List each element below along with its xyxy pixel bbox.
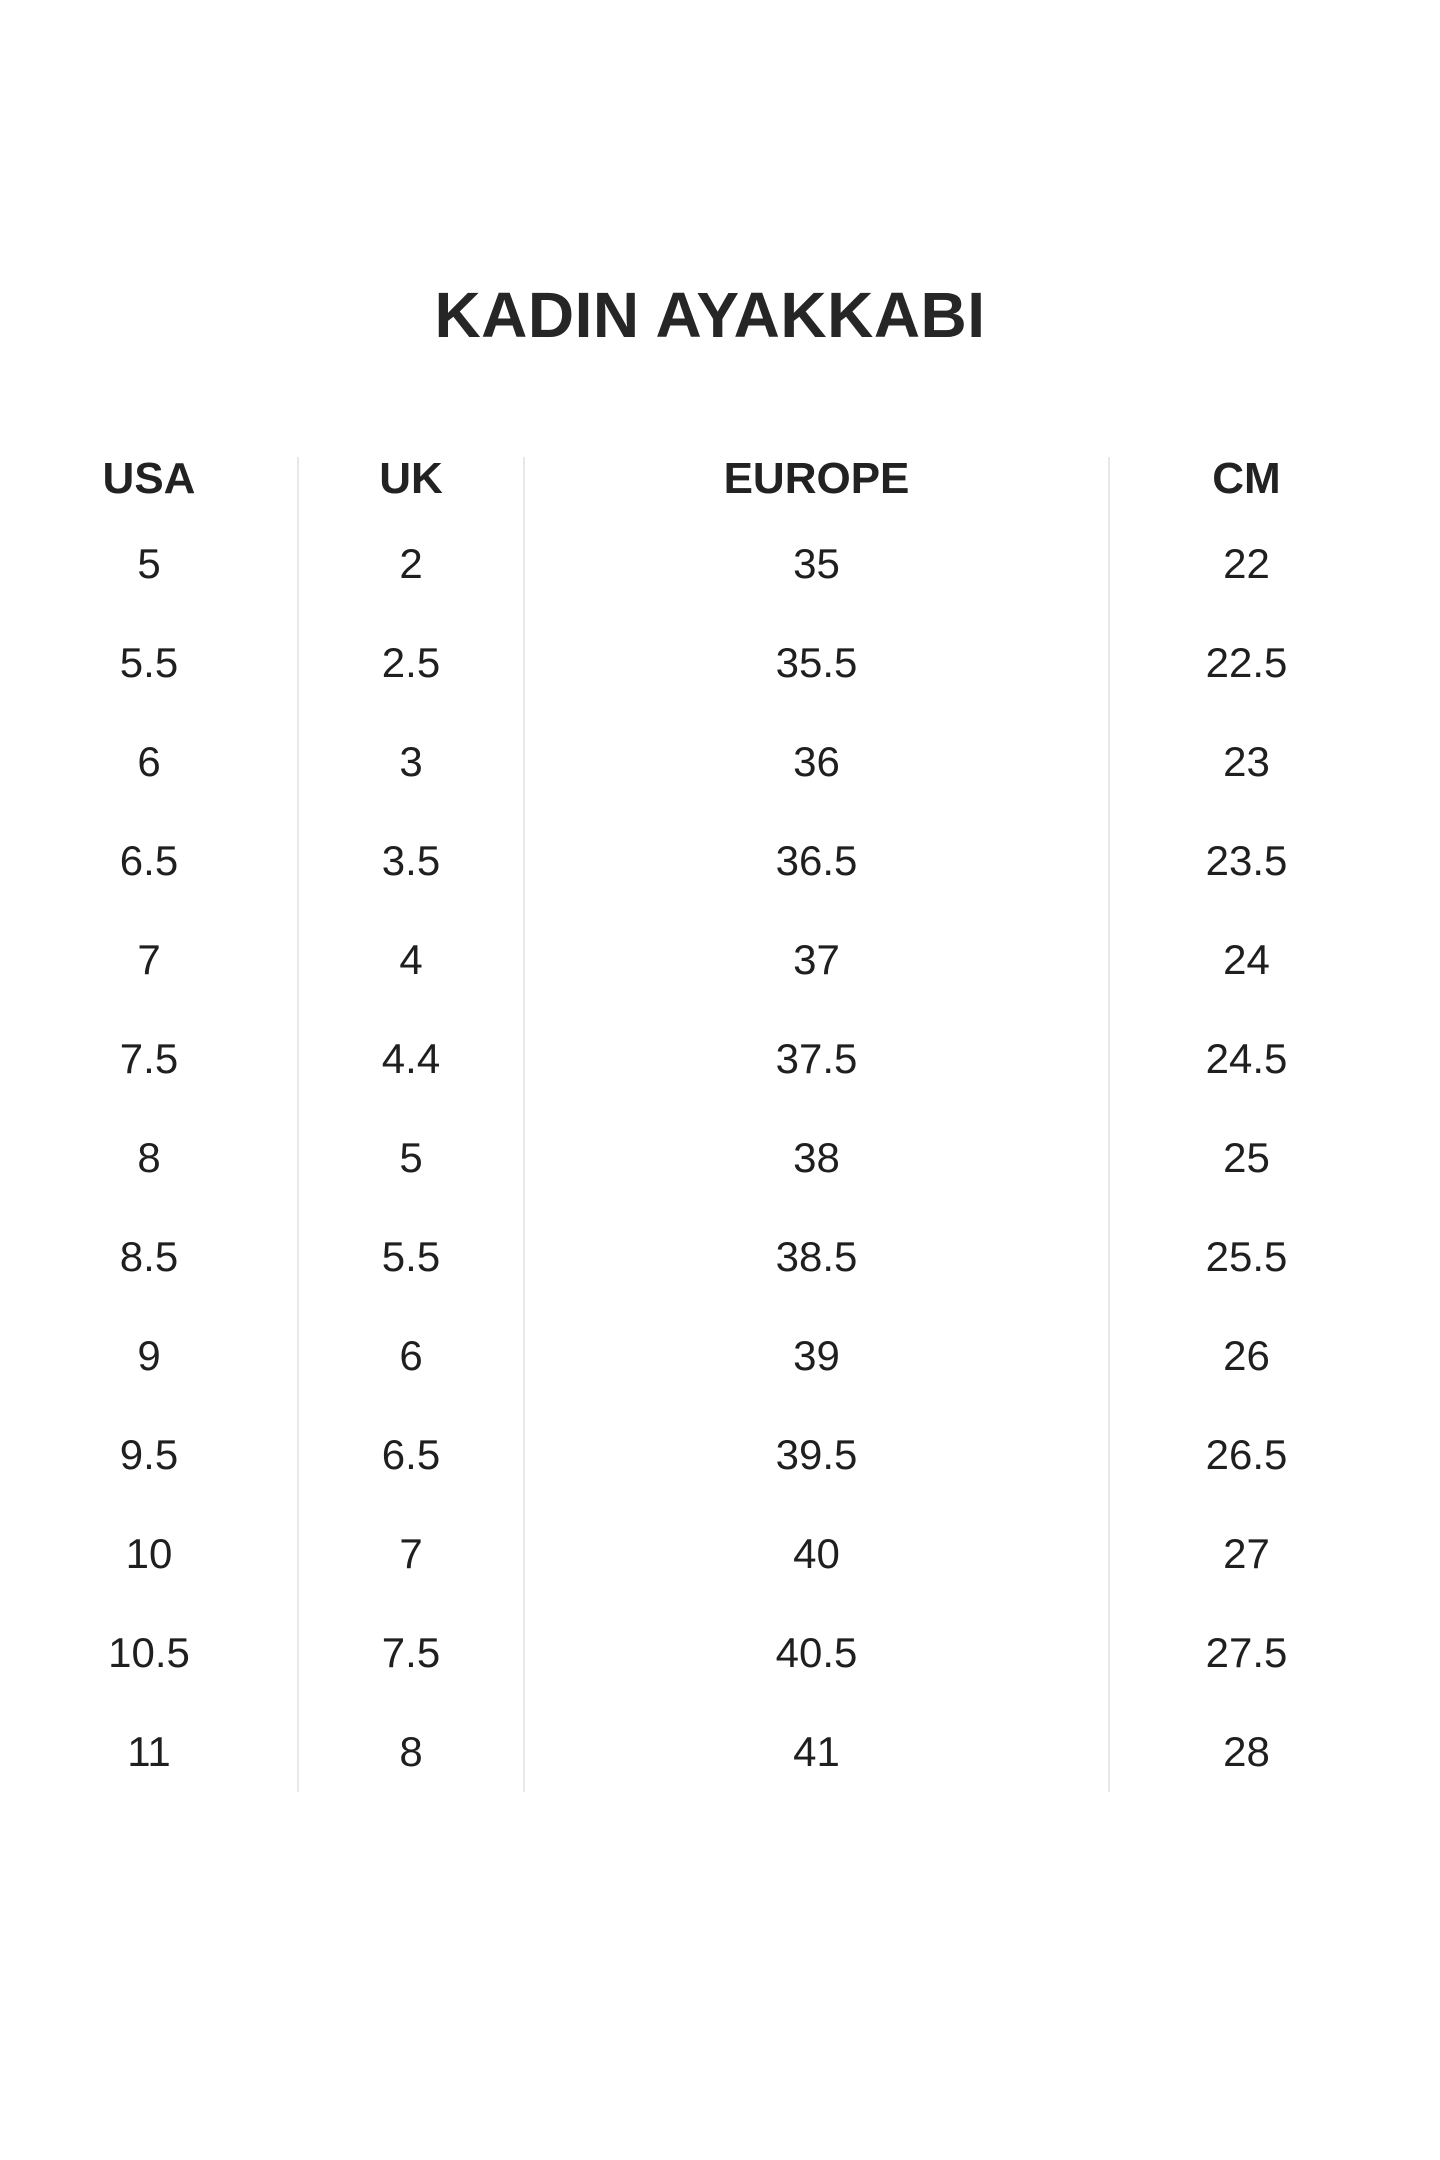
table-cell: 38: [793, 1133, 840, 1181]
table-cell: 9.5: [119, 1430, 179, 1478]
table-cell: 6: [137, 737, 161, 785]
table-cell: 39.5: [775, 1430, 858, 1478]
table-cell: 26.5: [1205, 1430, 1288, 1478]
column-divider: [523, 457, 525, 1792]
table-cell: 6: [399, 1331, 423, 1379]
column-divider: [297, 457, 299, 1792]
table-cell: 27.5: [1205, 1628, 1288, 1676]
table-cell: 35.5: [775, 638, 858, 686]
table-cell: 9: [137, 1331, 161, 1379]
table-cell: 22: [1223, 539, 1270, 587]
table-cell: 10: [125, 1529, 173, 1577]
table-cell: 24.5: [1205, 1034, 1288, 1082]
column-header-uk: UK: [379, 454, 443, 503]
table-cell: 37.5: [775, 1034, 858, 1082]
table-cell: 6.5: [119, 836, 179, 884]
table-cell: 3: [399, 737, 423, 785]
column-header-cm: CM: [1212, 454, 1281, 503]
table-cell: 5.5: [381, 1232, 441, 1280]
column-header-europe: EUROPE: [723, 454, 910, 503]
size-table: USA UK EUROPE CM 5 2 35 22 5.5 2.5 35.5 …: [0, 444, 1384, 1801]
table-cell: 27: [1223, 1529, 1270, 1577]
table-cell: 40: [793, 1529, 840, 1577]
table-cell: 23: [1223, 737, 1270, 785]
table-cell: 4: [399, 935, 423, 983]
table-cell: 5: [399, 1133, 423, 1181]
table-cell: 5.5: [119, 638, 179, 686]
table-cell: 28: [1223, 1727, 1270, 1775]
table-cell: 7.5: [119, 1034, 179, 1082]
table-cell: 22.5: [1205, 638, 1288, 686]
column-header-usa: USA: [102, 454, 196, 503]
table-cell: 38.5: [775, 1232, 858, 1280]
table-cell: 3.5: [381, 836, 441, 884]
table-cell: 10.5: [108, 1628, 190, 1676]
table-cell: 5: [137, 539, 161, 587]
table-cell: 8.5: [119, 1232, 179, 1280]
table-cell: 7: [137, 935, 161, 983]
table-cell: 24: [1223, 935, 1270, 983]
table-cell: 36.5: [775, 836, 858, 884]
table-cell: 7.5: [381, 1628, 441, 1676]
table-cell: 4.4: [381, 1034, 441, 1082]
table-cell: 23.5: [1205, 836, 1288, 884]
table-cell: 2.5: [381, 638, 441, 686]
table-cell: 6.5: [381, 1430, 441, 1478]
table-cell: 8: [399, 1727, 423, 1775]
table-cell: 40.5: [775, 1628, 858, 1676]
column-divider: [1108, 457, 1110, 1792]
table-cell: 7: [399, 1529, 423, 1577]
table-cell: 8: [137, 1133, 161, 1181]
table-cell: 26: [1223, 1331, 1270, 1379]
table-cell: 41: [793, 1727, 840, 1775]
table-cell: 11: [127, 1727, 171, 1775]
table-cell: 37: [793, 935, 840, 983]
table-cell: 2: [399, 539, 423, 587]
table-cell: 25: [1223, 1133, 1270, 1181]
table-cell: 39: [793, 1331, 840, 1379]
table-cell: 36: [793, 737, 840, 785]
table-cell: 25.5: [1205, 1232, 1288, 1280]
table-cell: 35: [793, 539, 840, 587]
page-title: KADIN AYAKKABI: [434, 279, 986, 351]
